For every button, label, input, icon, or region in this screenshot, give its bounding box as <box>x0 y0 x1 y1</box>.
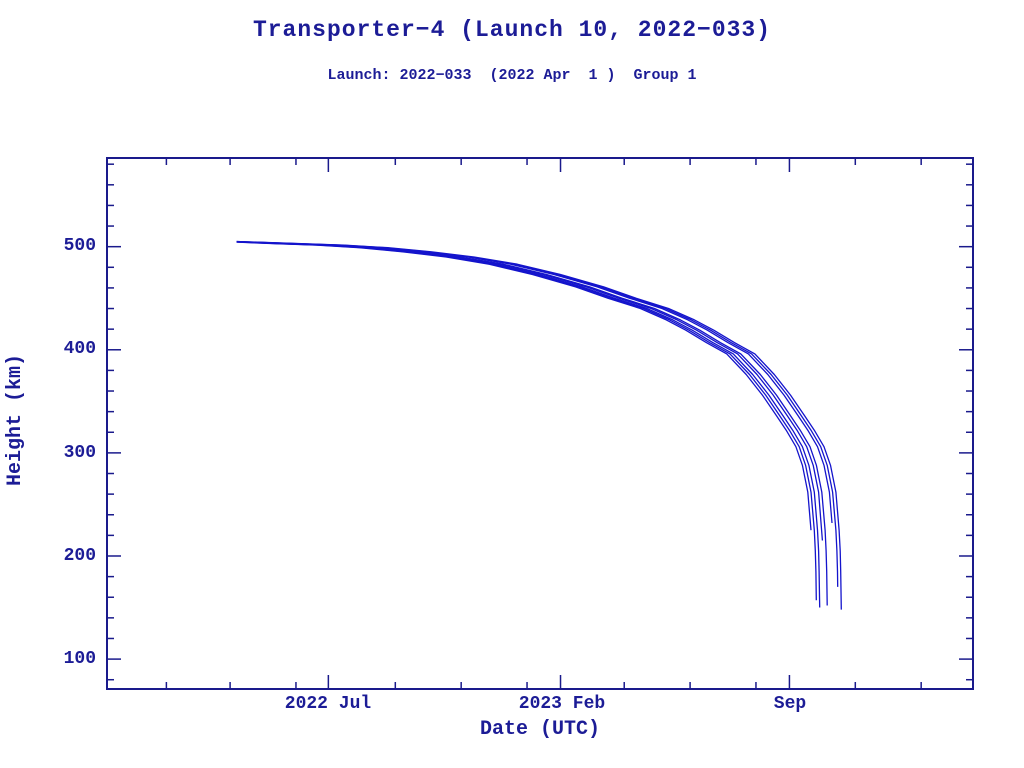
decay-curve-sat-1 <box>236 241 812 531</box>
y-tick-label-100: 100 <box>63 649 96 669</box>
x-tick-label-sep: Sep <box>773 694 807 714</box>
decay-curve-sat-8 <box>236 240 842 610</box>
decay-curve-sat-4 <box>236 241 824 541</box>
x-axis-title: Date (UTC) <box>479 718 601 741</box>
x-tick-label-2023-feb: 2023 Feb <box>518 694 606 714</box>
y-tick-label-400: 400 <box>63 339 96 359</box>
y-tick-label-200: 200 <box>63 546 96 566</box>
y-tick-label-500: 500 <box>63 236 96 256</box>
decay-curve-sat-5 <box>236 241 828 606</box>
y-axis-title: Height (km) <box>4 353 27 487</box>
plot-frame <box>106 157 974 690</box>
decay-curve-sat-6 <box>236 240 833 524</box>
chart-title: Transporter−4 (Launch 10, 2022−033) <box>252 17 772 43</box>
chart-subtitle: Launch: 2022−033 (2022 Apr 1 ) Group 1 <box>327 67 697 84</box>
y-tick-label-300: 300 <box>63 443 96 463</box>
decay-curve-sat-7 <box>236 240 839 587</box>
decay-curve-sat-2 <box>236 241 817 601</box>
decay-curve-sat-3 <box>236 241 821 608</box>
x-tick-label-2022-jul: 2022 Jul <box>284 694 372 714</box>
